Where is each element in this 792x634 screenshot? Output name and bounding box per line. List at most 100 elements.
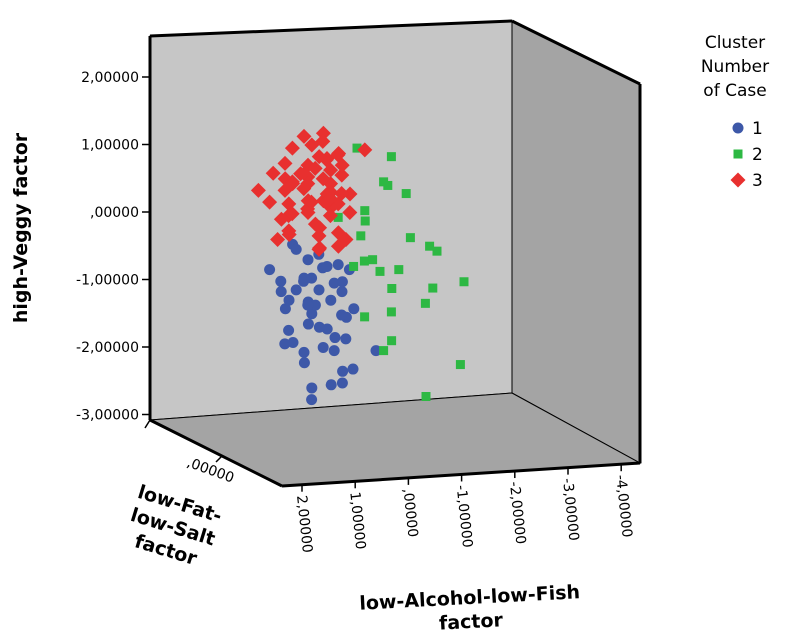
cluster-3-point — [285, 176, 301, 192]
y-axis-title: high-Veggy factor — [10, 132, 32, 323]
cluster-1-point — [336, 377, 348, 389]
cluster-1-point — [306, 272, 318, 284]
cluster-1-point — [306, 394, 318, 406]
top-back-edge — [149, 19, 513, 38]
cluster-3-point — [319, 194, 335, 210]
cluster-1-point — [317, 341, 329, 353]
cluster-1-point — [336, 309, 348, 321]
cluster-1-point — [325, 294, 337, 306]
cluster-3-point — [342, 186, 358, 202]
legend-label: 2 — [752, 145, 763, 165]
cluster-3-point — [342, 204, 358, 220]
cluster-3-point — [315, 171, 331, 187]
cluster-1-point — [275, 275, 287, 287]
y-tick-label: -2,00000 — [76, 340, 139, 356]
cluster-3-point — [270, 231, 286, 247]
cluster-3-point — [323, 162, 339, 178]
cluster-2-point — [428, 283, 438, 293]
y-tick-label: -3,00000 — [76, 408, 139, 424]
cluster-1-point — [306, 382, 318, 394]
cluster-1-point — [298, 346, 310, 358]
cluster-1-point — [329, 332, 341, 344]
cluster-3-point — [311, 228, 327, 244]
cluster-1-point — [302, 299, 314, 311]
x-axis-title-line-2: factor — [438, 609, 504, 634]
x-axis-title-line-1: low-Alcohol-low-Fish — [359, 581, 581, 615]
cluster-1-point — [298, 357, 310, 369]
y-tick-label: 1,00000 — [81, 138, 139, 154]
cluster-2-point — [360, 206, 370, 216]
cluster-2-point — [421, 392, 431, 401]
cluster-1-point — [283, 324, 295, 336]
legend-marker-1 — [732, 122, 744, 134]
y-tick-label: -1,00000 — [76, 273, 139, 289]
series-2 — [333, 143, 469, 401]
cluster-2-point — [455, 360, 465, 370]
series-1 — [264, 238, 382, 406]
cluster-1-point — [321, 260, 333, 272]
cluster-2-point — [459, 277, 469, 287]
cluster-3-point — [277, 155, 293, 171]
cluster-1-point — [347, 363, 359, 375]
cluster-1-point — [328, 345, 340, 357]
cluster-1-point — [332, 259, 344, 271]
cluster-1-point — [264, 264, 276, 276]
cluster-2-point — [360, 312, 370, 322]
cluster-3-point — [334, 186, 350, 202]
x-tick-label: ,00000 — [399, 488, 420, 538]
y-tick-label: ,00000 — [90, 205, 139, 221]
cluster-3-point — [284, 206, 300, 222]
cluster-1-point — [309, 299, 321, 311]
cluster-2-point — [333, 212, 343, 222]
legend-items: 1 2 3 — [730, 119, 763, 191]
cluster-1-point — [313, 321, 325, 333]
cluster-2-point — [359, 256, 369, 266]
series-3 — [250, 125, 373, 257]
cluster-1-point — [290, 284, 302, 296]
legend-label: 1 — [752, 119, 763, 139]
y-tick-label: 2,00000 — [81, 70, 139, 86]
cluster-1-point — [370, 345, 382, 357]
cluster-3-point — [303, 194, 319, 210]
cluster-1-point — [336, 276, 348, 288]
x-tick-label: -1,00000 — [453, 484, 475, 548]
cluster-1-point — [279, 338, 291, 350]
legend-title-line-2: Number — [701, 57, 769, 77]
plot-box — [148, 19, 642, 488]
cluster-1-point — [279, 303, 291, 315]
x-tick-label: 2,00000 — [293, 494, 315, 553]
cluster-3-point — [315, 133, 331, 149]
z-tick-mark — [144, 419, 151, 429]
cluster-1-point — [348, 303, 360, 315]
cluster-3-point — [334, 157, 350, 173]
right-wall — [511, 20, 641, 464]
legend-title-line-1: Cluster — [705, 33, 765, 53]
cluster-3-point — [284, 140, 300, 156]
cluster-1-point — [336, 286, 348, 298]
cluster-3-point — [300, 176, 316, 192]
cluster-1-point — [302, 318, 314, 330]
cluster-2-point — [349, 261, 359, 271]
legend-marker-3 — [730, 172, 746, 188]
cluster-1-point — [275, 286, 287, 298]
cluster-2-point — [375, 266, 385, 276]
cluster-2-point — [379, 346, 389, 356]
data-points — [250, 125, 469, 406]
cluster-2-point — [368, 255, 378, 265]
cluster-2-point — [420, 298, 430, 308]
cluster-1-point — [302, 254, 314, 266]
cluster-3-point — [338, 231, 354, 247]
cluster-1-point — [328, 277, 340, 289]
cluster-3-point — [307, 160, 323, 176]
legend-marker-2 — [733, 149, 743, 159]
cluster-1-point — [283, 294, 295, 306]
x-tick-label: -2,00000 — [506, 481, 528, 545]
z-axis-title: low-Fat- low-Salt factor — [128, 481, 225, 570]
legend-label: 3 — [752, 171, 763, 191]
cluster-3-point — [262, 194, 278, 210]
x-tick-label: -3,00000 — [559, 477, 581, 541]
cluster-1-point — [337, 365, 349, 377]
cluster-2-point — [379, 177, 389, 187]
cluster-3-point — [322, 208, 338, 224]
